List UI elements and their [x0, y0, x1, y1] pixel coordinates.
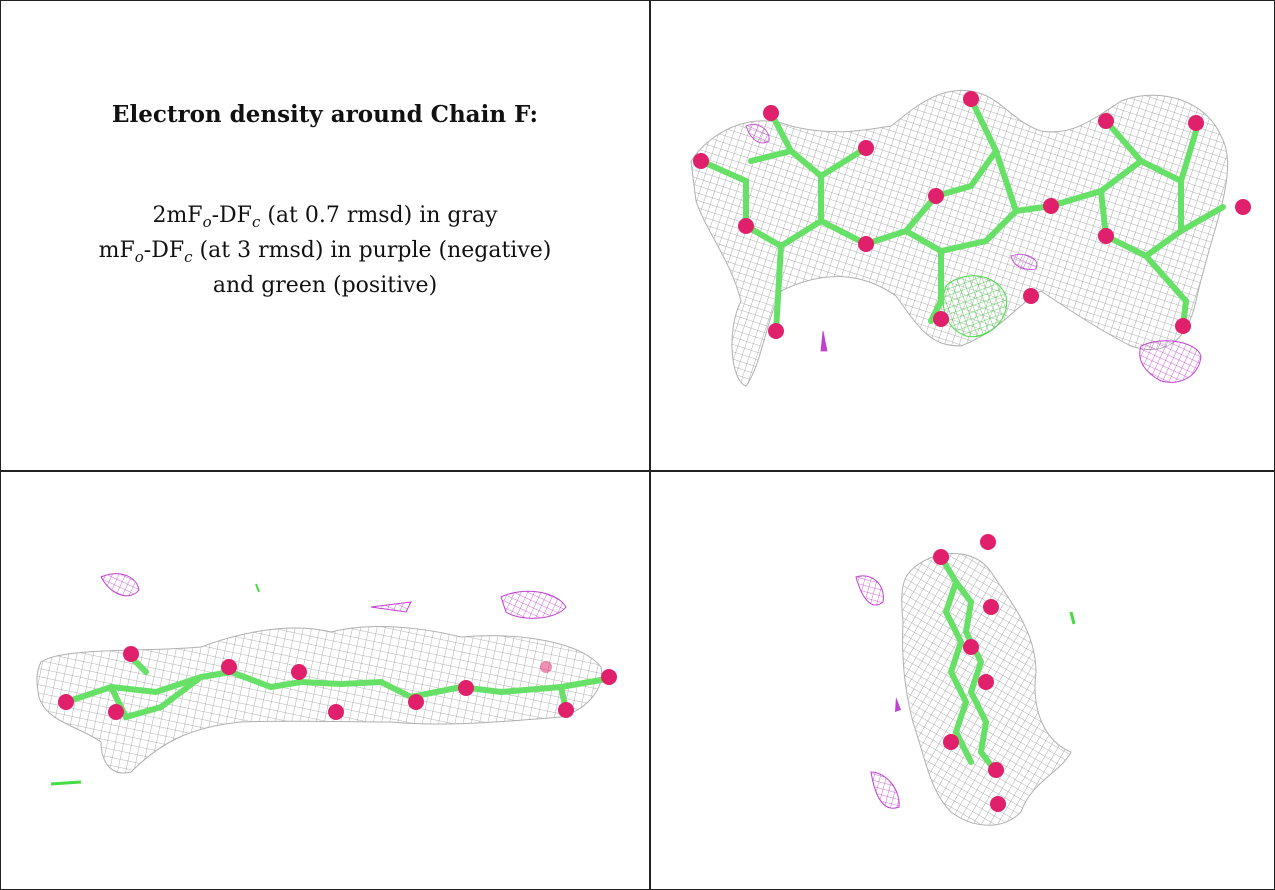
- density-mesh-positive: [942, 275, 1008, 338]
- density-mesh-positive: [255, 583, 260, 593]
- caption-cell: Electron density around Chain F: 2mFo-DF…: [1, 1, 649, 470]
- density-render-side: [36, 573, 617, 786]
- density-mesh-negative: [500, 590, 567, 619]
- density-mesh-negative: [895, 697, 901, 712]
- legend-subscript: c: [251, 213, 261, 231]
- table-border-left: [0, 0, 1, 890]
- table-divider-vertical: [649, 0, 651, 890]
- bond-network: [938, 554, 999, 775]
- density-mesh-negative: [100, 573, 140, 597]
- density-mesh-2fofc: [36, 626, 603, 774]
- density-panel-end-view: [651, 472, 1273, 889]
- caption-legend: 2mFo-DFc (at 0.7 rmsd) in gray mFo-DFc (…: [1, 199, 649, 302]
- legend-term: 2mF: [152, 203, 203, 228]
- density-mesh-negative: [870, 771, 900, 809]
- legend-subscript: o: [134, 248, 144, 266]
- oxygen-atoms: [933, 534, 1006, 812]
- table-border-top: [0, 0, 1275, 1]
- density-render-end: [855, 534, 1076, 826]
- legend-line-fofc: mFo-DFc (at 3 rmsd) in purple (negative): [1, 234, 649, 269]
- legend-subscript: c: [184, 248, 193, 266]
- density-mesh-negative: [745, 124, 770, 144]
- density-mesh-positive: [1069, 611, 1076, 625]
- table-divider-horizontal: [0, 470, 1275, 472]
- legend-term: -DF: [211, 203, 252, 228]
- legend-text: (at 0.7 rmsd) in gray: [260, 203, 498, 228]
- density-mesh-negative: [855, 575, 884, 606]
- density-render-top: [690, 89, 1251, 387]
- density-panel-top-view: [651, 1, 1273, 470]
- legend-subscript: o: [202, 213, 212, 231]
- oxygen-atoms: [58, 646, 617, 720]
- density-mesh-negative: [1139, 340, 1202, 383]
- density-mesh-2fofc: [690, 89, 1229, 387]
- oxygen-atoms: [693, 91, 1251, 339]
- density-mesh-negative: [820, 330, 828, 352]
- density-mesh-positive: [50, 780, 82, 786]
- caption-title: Electron density around Chain F:: [111, 101, 539, 128]
- density-mesh-negative: [370, 601, 412, 613]
- density-mesh-negative: [1010, 254, 1038, 270]
- legend-text: (at 3 rmsd) in purple (negative): [192, 238, 552, 263]
- legend-line-positive: and green (positive): [212, 273, 438, 298]
- density-panel-side-view: [1, 472, 649, 889]
- legend-term: mF: [98, 238, 135, 263]
- legend-line-2fofc: 2mFo-DFc (at 0.7 rmsd) in gray: [1, 199, 649, 234]
- legend-term: -DF: [143, 238, 185, 263]
